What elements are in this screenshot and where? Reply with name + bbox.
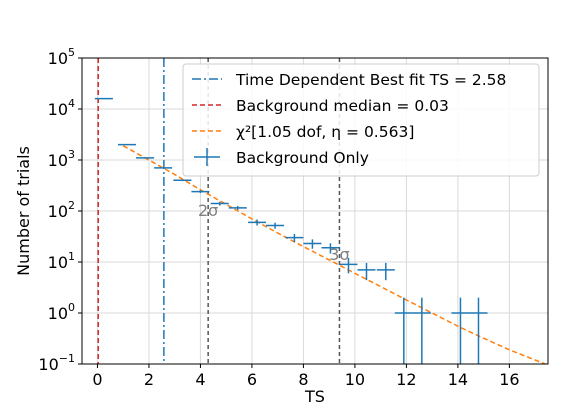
- sigma-label: 2σ: [198, 201, 218, 220]
- x-tick-label: 4: [195, 370, 205, 389]
- x-tick-label: 10: [345, 370, 365, 389]
- y-tick-label: 103: [48, 148, 75, 170]
- y-tick-label: 100: [48, 301, 75, 323]
- x-tick-label: 16: [499, 370, 519, 389]
- x-tick-label: 12: [396, 370, 416, 389]
- x-tick-label: 6: [247, 370, 257, 389]
- x-tick-label: 0: [92, 370, 102, 389]
- y-axis-label: Number of trials: [14, 146, 33, 276]
- background-only-series: [94, 97, 488, 364]
- y-axis: 10−1 100 101 102 103 104 105: [38, 46, 82, 374]
- legend-label: Background Only: [236, 149, 369, 167]
- x-tick-label: 8: [298, 370, 308, 389]
- x-axis: 0 2 4 6 8 10 12 14 16: [92, 364, 520, 389]
- y-tick-label: 102: [48, 199, 75, 221]
- sigma-label: 3σ: [329, 245, 349, 264]
- legend-label: χ²[1.05 dof, η = 0.563]: [236, 123, 414, 141]
- x-tick-label: 14: [448, 370, 468, 389]
- legend-label: Background median = 0.03: [236, 97, 449, 115]
- legend-label: Time Dependent Best fit TS = 2.58: [235, 71, 506, 89]
- x-tick-label: 2: [144, 370, 154, 389]
- legend-box: [182, 63, 540, 177]
- chi2-fit: [122, 145, 548, 364]
- y-tick-label: 104: [48, 97, 75, 119]
- sigma-labels: 2σ 3σ: [198, 201, 350, 264]
- chi2-fit-line: [122, 145, 548, 364]
- x-axis-label: TS: [304, 387, 325, 406]
- y-tick-label: 10−1: [38, 352, 75, 374]
- y-tick-label: 105: [48, 46, 75, 68]
- legend: Time Dependent Best fit TS = 2.58 Backgro…: [182, 63, 540, 177]
- y-tick-label: 101: [48, 250, 75, 272]
